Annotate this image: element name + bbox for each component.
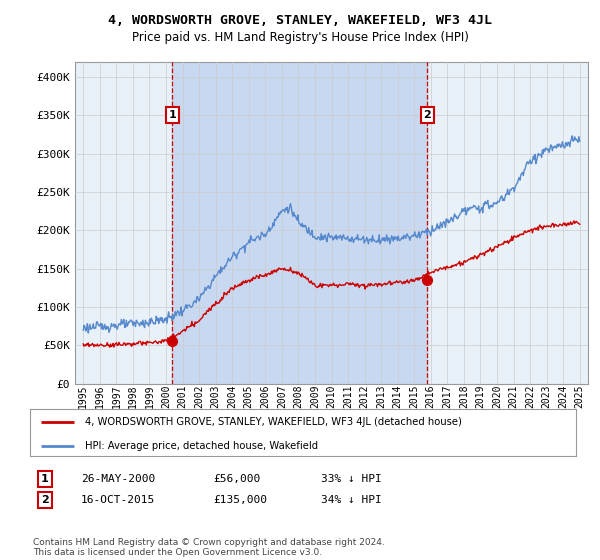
Text: 1: 1 xyxy=(169,110,176,120)
Text: 34% ↓ HPI: 34% ↓ HPI xyxy=(321,495,382,505)
Text: 33% ↓ HPI: 33% ↓ HPI xyxy=(321,474,382,484)
Text: 4, WORDSWORTH GROVE, STANLEY, WAKEFIELD, WF3 4JL (detached house): 4, WORDSWORTH GROVE, STANLEY, WAKEFIELD,… xyxy=(85,417,461,427)
Text: 2: 2 xyxy=(41,495,49,505)
Text: 26-MAY-2000: 26-MAY-2000 xyxy=(81,474,155,484)
Bar xyxy=(172,62,427,384)
Text: 16-OCT-2015: 16-OCT-2015 xyxy=(81,495,155,505)
Text: 2: 2 xyxy=(424,110,431,120)
Text: Price paid vs. HM Land Registry's House Price Index (HPI): Price paid vs. HM Land Registry's House … xyxy=(131,31,469,44)
Text: HPI: Average price, detached house, Wakefield: HPI: Average price, detached house, Wake… xyxy=(85,441,318,451)
Text: £56,000: £56,000 xyxy=(213,474,260,484)
Text: 1: 1 xyxy=(41,474,49,484)
Text: £135,000: £135,000 xyxy=(213,495,267,505)
Text: 4, WORDSWORTH GROVE, STANLEY, WAKEFIELD, WF3 4JL: 4, WORDSWORTH GROVE, STANLEY, WAKEFIELD,… xyxy=(108,14,492,27)
Text: Contains HM Land Registry data © Crown copyright and database right 2024.
This d: Contains HM Land Registry data © Crown c… xyxy=(33,538,385,557)
